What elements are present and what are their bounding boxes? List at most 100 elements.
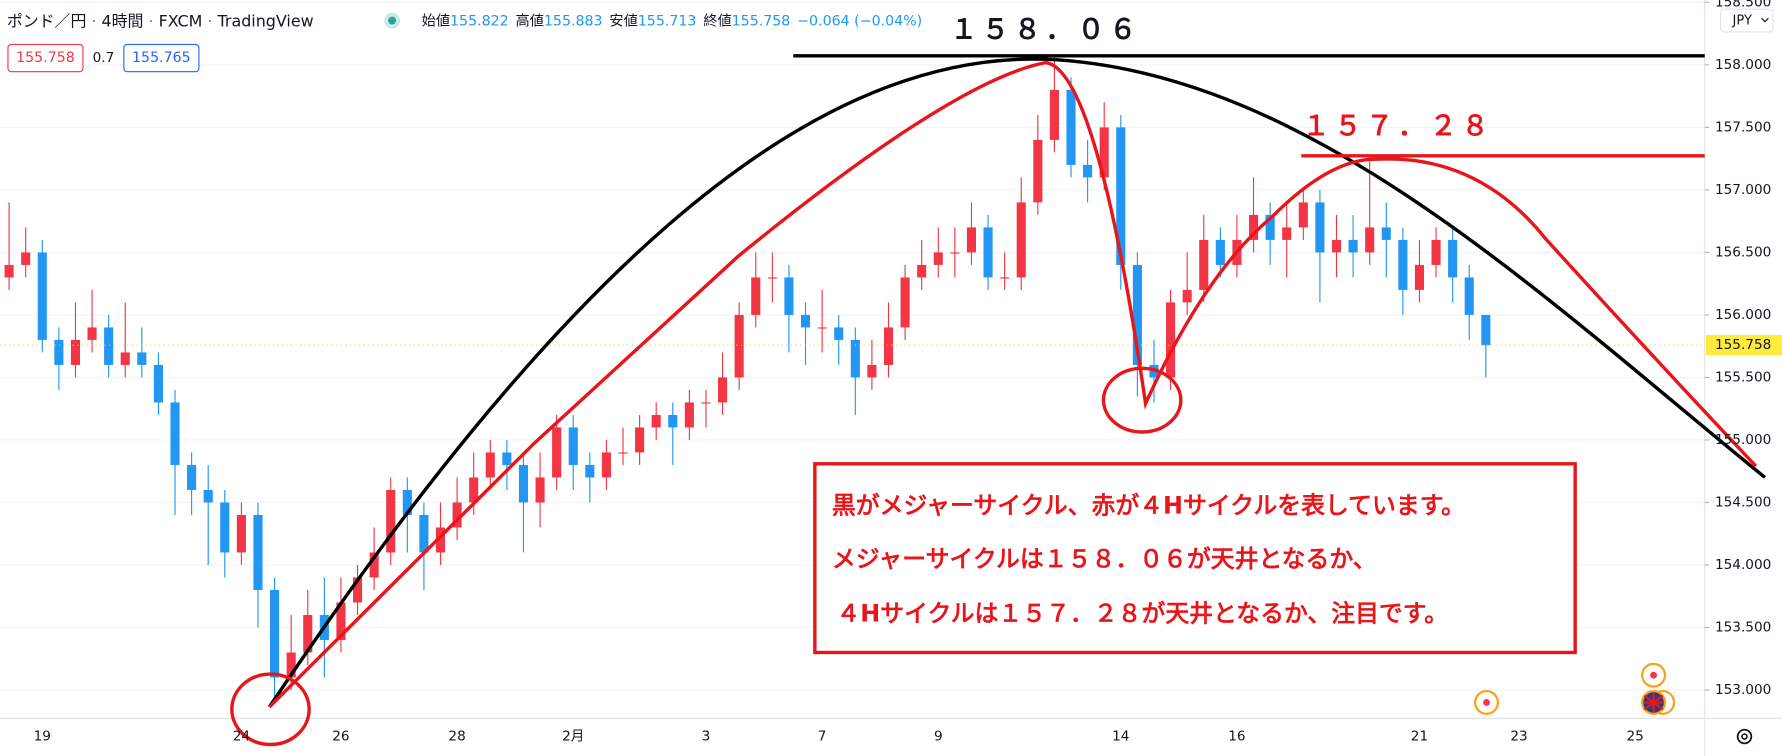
candle-body — [1398, 239, 1408, 290]
candle-body — [435, 527, 446, 553]
candle-body — [220, 502, 230, 553]
candle-body — [286, 652, 296, 678]
buy-badge[interactable] — [123, 43, 200, 73]
last-price-label: 155.758 — [1715, 337, 1771, 353]
settings[interactable] — [1736, 728, 1753, 745]
y-tick-label: 153.500 — [1715, 619, 1771, 635]
x-tick-label: 28 — [448, 729, 465, 745]
ohlc-value: 155.822 — [450, 14, 509, 30]
candle-body — [601, 452, 611, 478]
source: FXCM — [159, 11, 203, 30]
x-tick-label: 3 — [702, 729, 711, 745]
gear — [1736, 728, 1753, 745]
y-tick-label: 157.000 — [1715, 182, 1771, 198]
plot-area — [0, 1, 1705, 697]
candle-body — [1365, 227, 1375, 253]
candle-body — [21, 252, 31, 265]
event-dot — [1483, 699, 1490, 706]
gear-center — [1741, 733, 1748, 740]
x-tick-label: 7 — [818, 729, 827, 745]
candle-body — [1448, 239, 1458, 278]
y-tick-label: 154.000 — [1715, 557, 1771, 573]
candle-body — [767, 277, 777, 279]
platform: TradingView — [217, 11, 314, 30]
drawings — [230, 54, 1767, 747]
x-tick-label: 2月 — [562, 729, 584, 745]
symbol: ポンド／円 — [7, 11, 87, 30]
candle-body — [402, 489, 412, 515]
candle-body — [1265, 214, 1275, 240]
x-tick-label: 16 — [1228, 729, 1245, 745]
candle-body — [253, 514, 263, 590]
candle-body — [1298, 202, 1308, 228]
candle-body — [933, 252, 943, 265]
candle-body — [419, 514, 429, 553]
candle-body — [1166, 302, 1176, 378]
interval: 4時間 — [102, 11, 144, 30]
y-tick-label: 158.000 — [1715, 57, 1771, 73]
candle-body — [1282, 227, 1292, 240]
candle-body — [668, 414, 678, 428]
candle-body — [87, 327, 97, 340]
candle-body — [4, 264, 14, 278]
candle-body — [70, 339, 81, 365]
candle-body — [137, 352, 147, 365]
badges: 155.758 0.7 155.765 — [7, 43, 200, 73]
candle-body — [386, 489, 396, 553]
low-circle — [1101, 366, 1183, 434]
currency-select[interactable] — [1720, 8, 1774, 33]
y-tick-label: 154.500 — [1715, 494, 1771, 510]
x-tick-label: 25 — [1626, 729, 1643, 745]
candle-body — [518, 464, 529, 503]
note-line: メジャーサイクルは１５８．０６が天井となるか、 — [832, 545, 1377, 573]
candle-body — [1215, 239, 1225, 265]
candle-body — [1016, 202, 1026, 278]
y-tick-label: 153.000 — [1715, 682, 1771, 698]
candle-body — [817, 327, 827, 329]
candle-body — [502, 452, 512, 465]
candle-body — [900, 277, 910, 328]
y-tick-label: 155.500 — [1715, 369, 1771, 385]
candle-body — [1414, 264, 1425, 290]
currency: JPY — [1732, 14, 1752, 29]
candle-body — [270, 589, 280, 678]
candle-body — [1315, 202, 1325, 253]
candle-body — [1099, 127, 1109, 178]
candle-body — [867, 364, 877, 378]
candle-body — [485, 452, 495, 478]
candle-body — [535, 477, 545, 503]
symbol-line: ポンド／円 · 4時間 · FXCM · TradingView — [7, 11, 314, 30]
black-top-label: １５８．０６ — [950, 14, 1141, 45]
candle-body — [452, 502, 462, 528]
candle-body — [1331, 239, 1342, 253]
candle-body — [1199, 239, 1209, 290]
candle-body — [54, 339, 64, 365]
candle-body — [1083, 164, 1093, 178]
candle-body — [153, 364, 163, 403]
candle-body — [966, 227, 977, 253]
ohlc-value: 155.713 — [638, 14, 697, 30]
candle-body — [834, 327, 844, 340]
candle-body — [469, 477, 479, 503]
candle-body — [552, 427, 562, 478]
candle-body — [1000, 277, 1010, 279]
candle-body — [684, 402, 694, 428]
x-tick-label: 9 — [934, 729, 943, 745]
candle-body — [1132, 264, 1142, 365]
candle-body — [170, 402, 180, 465]
x-tick-label: 26 — [332, 729, 349, 745]
change: −0.064 (−0.04%) — [797, 14, 922, 30]
4h-cycle-curve — [268, 60, 1758, 709]
candle-body — [1182, 289, 1192, 303]
candle-body — [1464, 277, 1474, 315]
candle-body — [701, 402, 711, 404]
event-dot — [1650, 671, 1657, 679]
x-tick-label: 21 — [1411, 729, 1428, 745]
y-tick-label: 157.500 — [1715, 119, 1771, 135]
candle-body — [1049, 89, 1059, 140]
sell-badge[interactable] — [7, 43, 84, 73]
candle-body — [369, 552, 379, 578]
candle-body — [1033, 139, 1043, 203]
